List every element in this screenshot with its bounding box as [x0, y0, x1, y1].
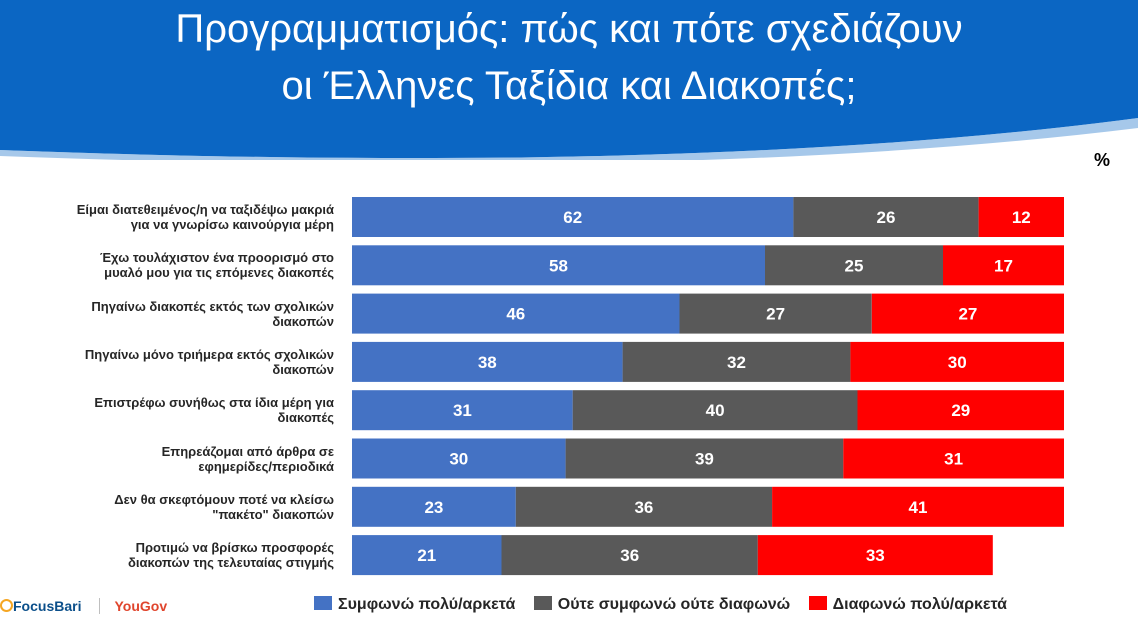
- category-label-6-line-1: "πακέτο" διακοπών: [212, 506, 334, 522]
- logos: FocusBari YouGov: [0, 598, 167, 614]
- bar-label-neutral-2: 27: [766, 305, 785, 324]
- category-label-4-line-0: Επιστρέφω συνήθως στα ίδια μέρη για: [94, 395, 334, 411]
- legend-item-agree: Συμφωνώ πολύ/αρκετά: [314, 596, 515, 613]
- category-label-3: Πηγαίνω μόνο τριήμερα εκτός σχολικών διακ…: [4, 347, 334, 377]
- bar-label-agree-1: 58: [549, 256, 568, 275]
- category-label-3-line-1: διακοπών: [272, 361, 334, 377]
- title-banner: [0, 0, 1138, 160]
- logo-divider: [99, 598, 101, 614]
- category-label-7-line-1: διακοπών της τελευταίας στιγμής: [128, 555, 334, 571]
- category-label-5-line-0: Επηρεάζομαι από άρθρα σε: [161, 443, 334, 459]
- category-label-4: Επιστρέφω συνήθως στα ίδια μέρη για διακο…: [4, 395, 334, 425]
- bar-label-agree-5: 30: [449, 450, 468, 469]
- bar-agree-4: [352, 390, 573, 431]
- category-label-0-line-1: για να γνωρίσω καινούργια μέρη: [130, 217, 334, 232]
- legend-item-disagree: Διαφωνώ πολύ/αρκετά: [808, 596, 1008, 613]
- category-label-3-line-0: Πηγαίνω μόνο τριήμερα εκτός σχολικών: [84, 346, 334, 362]
- bar-agree-2: [352, 293, 680, 334]
- bar-disagree-2: [871, 293, 1064, 334]
- bar-neutral-0: [793, 197, 979, 237]
- category-label-2-line-1: διακοπών: [272, 313, 334, 329]
- chart-legend: Συμφωνώ πολύ/αρκετά Ούτε συμφωνώ ούτε δι…: [314, 596, 1021, 614]
- bar-disagree-0: [978, 197, 1064, 237]
- bar-label-disagree-3: 30: [948, 353, 967, 372]
- bar-label-neutral-7: 36: [620, 546, 639, 565]
- bar-label-disagree-6: 41: [909, 498, 928, 517]
- category-label-1-line-0: Έχω τουλάχιστον ένα προορισμό στο: [99, 250, 334, 266]
- category-label-2-line-0: Πηγαίνω διακοπές εκτός των σχολικών: [91, 298, 334, 314]
- category-label-5-line-1: εφημερίδες/περιοδικά: [198, 458, 334, 474]
- category-label-5: Επηρεάζομαι από άρθρα σε εφημερίδες/περιο…: [4, 444, 334, 474]
- bar-neutral-5: [565, 438, 844, 479]
- bar-agree-0: [352, 197, 794, 237]
- bar-disagree-3: [850, 341, 1064, 382]
- bar-disagree-7: [757, 535, 993, 576]
- unit-label: %: [1094, 150, 1111, 170]
- bar-label-neutral-4: 40: [706, 401, 725, 420]
- bar-neutral-1: [765, 245, 943, 286]
- bar-neutral-3: [622, 341, 851, 382]
- category-label-1: Έχω τουλάχιστον ένα προορισμό στο μυαλό μ…: [4, 250, 334, 280]
- legend-swatch-neutral: [533, 596, 552, 610]
- category-label-4-line-1: διακοπές: [277, 410, 334, 426]
- bar-disagree-5: [843, 438, 1064, 479]
- legend-swatch-agree: [314, 596, 332, 610]
- bar-label-agree-6: 23: [424, 498, 443, 517]
- category-label-1-line-1: μυαλό μου για τις επόμενες διακοπές: [104, 265, 334, 281]
- legend-label-neutral: Ούτε συμφωνώ ούτε διαφωνώ: [557, 596, 791, 613]
- focusbari-logo: FocusBari: [13, 598, 82, 614]
- category-label-7: Προτιμώ να βρίσκω προσφορές διακοπών της …: [4, 540, 334, 570]
- legend-swatch-disagree: [808, 596, 827, 610]
- bar-agree-1: [352, 245, 765, 286]
- category-label-6-line-0: Δεν θα σκεφτόμουν ποτέ να κλείσω: [114, 491, 334, 507]
- bar-label-disagree-0: 12: [1012, 208, 1031, 227]
- bar-agree-6: [352, 486, 516, 527]
- bar-neutral-6: [515, 486, 773, 527]
- bar-label-neutral-1: 25: [845, 256, 864, 275]
- category-label-7-line-0: Προτιμώ να βρίσκω προσφορές: [135, 540, 334, 556]
- bar-label-agree-0: 62: [563, 208, 582, 227]
- yougov-logo: YouGov: [114, 598, 168, 614]
- legend-label-agree: Συμφωνώ πολύ/αρκετά: [338, 596, 516, 613]
- category-label-6: Δεν θα σκεφτόμουν ποτέ να κλείσω "πακέτο"…: [4, 492, 334, 522]
- bar-neutral-4: [572, 390, 858, 431]
- bar-neutral-2: [679, 293, 872, 334]
- bar-disagree-1: [943, 245, 1064, 286]
- focusbari-logo-icon: [0, 599, 13, 612]
- bar-agree-7: [352, 535, 502, 576]
- bar-label-neutral-0: 26: [877, 208, 896, 227]
- bar-label-neutral-6: 36: [634, 498, 653, 517]
- category-label-0: Είμαι διατεθειμένος/η να ταξιδέψω μακριά…: [4, 202, 334, 232]
- bar-label-disagree-1: 17: [994, 256, 1013, 275]
- bar-disagree-4: [857, 390, 1064, 431]
- bar-label-agree-4: 31: [453, 401, 472, 420]
- bar-label-agree-2: 46: [506, 305, 525, 324]
- legend-label-disagree: Διαφωνώ πολύ/αρκετά: [832, 596, 1008, 613]
- legend-item-neutral: Ούτε συμφωνώ ούτε διαφωνώ: [533, 596, 791, 613]
- bar-agree-3: [352, 341, 623, 382]
- bar-label-neutral-3: 32: [727, 353, 746, 372]
- bar-label-disagree-7: 33: [866, 546, 885, 565]
- bar-label-neutral-5: 39: [695, 450, 714, 469]
- page-title-line-2: οι Έλληνες Ταξίδια και Διακοπές;: [281, 64, 857, 108]
- bar-label-agree-3: 38: [478, 353, 497, 372]
- bar-label-agree-7: 21: [417, 546, 436, 565]
- category-label-0-line-0: Είμαι διατεθειμένος/η να ταξιδέψω μακριά: [76, 202, 334, 217]
- bar-label-disagree-2: 27: [958, 305, 977, 324]
- category-label-2: Πηγαίνω διακοπές εκτός των σχολικών διακο…: [4, 299, 334, 329]
- bar-label-disagree-5: 31: [944, 450, 963, 469]
- bar-disagree-6: [772, 486, 1064, 527]
- bar-agree-5: [352, 438, 566, 479]
- bar-label-disagree-4: 29: [951, 401, 970, 420]
- page-title-line-1: Προγραμματισμός: πώς και πότε σχεδιάζουν: [175, 7, 963, 51]
- bar-neutral-7: [501, 535, 758, 576]
